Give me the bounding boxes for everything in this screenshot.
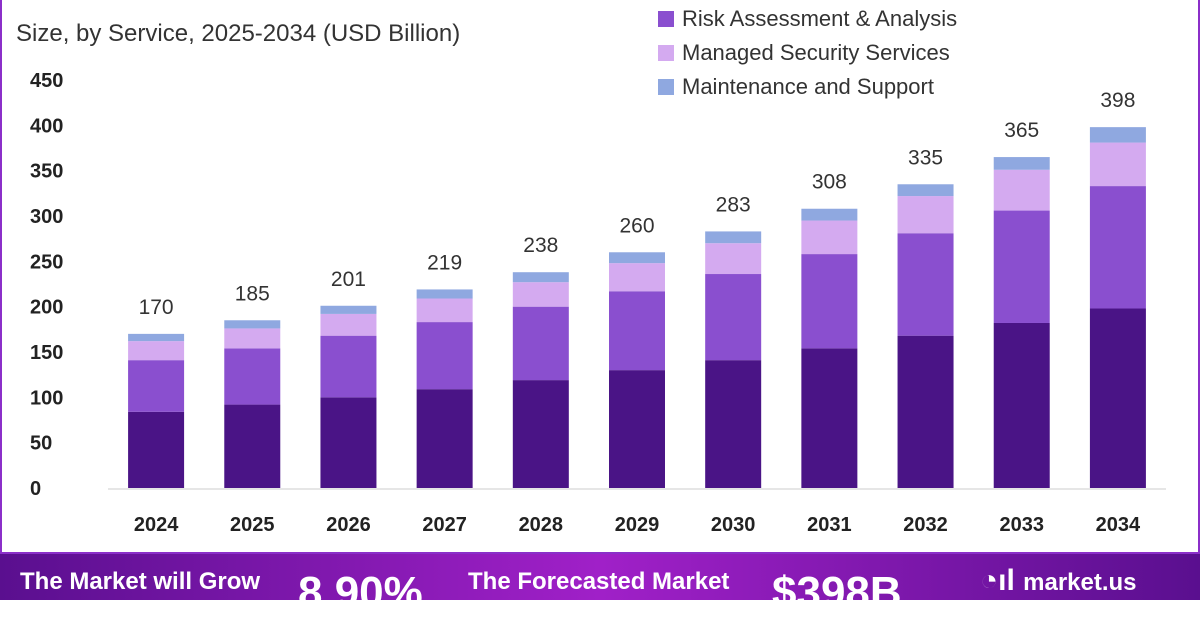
x-tick-label: 2024 [134, 514, 179, 536]
legend-swatch [658, 11, 674, 27]
bar-segment [416, 298, 473, 323]
x-tick-label: 2026 [326, 514, 371, 536]
forecast-label: The Forecasted Market [468, 568, 730, 595]
x-tick-label: 2032 [903, 514, 948, 536]
y-tick-label: 50 [30, 433, 52, 455]
bar-segment [320, 397, 377, 488]
x-tick-label: 2029 [615, 514, 660, 536]
bar-segment [801, 208, 858, 221]
bar-segment [993, 210, 1050, 323]
bar-segment [416, 322, 473, 390]
bar-segment [609, 291, 665, 371]
data-label: 260 [619, 214, 654, 237]
brand-name: market.us [1023, 569, 1137, 596]
legend-label: Maintenance and Support [682, 74, 934, 99]
bar-segment [705, 243, 762, 275]
bar-segment [512, 380, 569, 488]
bar-segment [320, 305, 377, 314]
y-tick-label: 0 [30, 478, 41, 500]
legend-swatch [658, 79, 674, 95]
x-tick-label: 2028 [519, 514, 564, 536]
bar-segment [128, 341, 185, 361]
y-tick-label: 450 [30, 70, 63, 92]
bar-segment [705, 274, 762, 361]
data-label: 238 [523, 234, 558, 257]
cagr-value: 8.90% [298, 568, 423, 617]
bar-segment [801, 220, 858, 255]
x-tick-label: 2031 [807, 514, 852, 536]
bar-segment [897, 233, 954, 336]
data-label: 283 [716, 193, 751, 216]
bar-segment [1089, 127, 1146, 143]
data-label: 335 [908, 146, 943, 169]
bar-segment [224, 320, 281, 329]
bar-segment [512, 282, 569, 307]
bar-segment [416, 289, 473, 299]
legend-item: Managed Security Services [658, 36, 957, 70]
bar-segment [609, 370, 665, 488]
bar-segment [128, 360, 185, 412]
bar-segment [897, 184, 954, 197]
bar-segment [993, 169, 1050, 211]
bar-segment [705, 231, 762, 244]
x-tick-label: 2025 [230, 514, 275, 536]
bar-segment [897, 335, 954, 488]
bar-segment [512, 306, 569, 381]
legend-item: Risk Assessment & Analysis [658, 2, 957, 36]
x-tick-label: 2030 [711, 514, 756, 536]
y-tick-label: 350 [30, 161, 63, 183]
bar-segment [224, 328, 281, 349]
footer-banner: The Market will Grow 8.90% The Forecaste… [0, 554, 1200, 617]
bar-segment [801, 254, 858, 349]
bar-chart: 0 50 100 150 200 250 300 350 400 450 170 2024 185 202… [30, 70, 1166, 536]
bar-segment [128, 411, 185, 488]
grow-label: The Market will Grow [20, 568, 261, 595]
legend-item: Maintenance and Support [658, 70, 957, 104]
bar-segment [993, 322, 1050, 488]
bar-segment [801, 348, 858, 488]
y-tick-label: 400 [30, 115, 63, 137]
bar-segment [416, 389, 473, 488]
forecast-value: $398B [772, 568, 902, 617]
data-label: 398 [1100, 89, 1135, 112]
bar-segment [512, 272, 569, 283]
data-label: 170 [139, 296, 174, 319]
bar-segment [1089, 186, 1146, 309]
legend-swatch [658, 45, 674, 61]
y-tick-label: 300 [30, 206, 63, 228]
bar-segment [609, 252, 665, 264]
brand-logo: ◔ıl market.us [980, 564, 1137, 597]
legend: Risk Assessment & Analysis Managed Secur… [658, 2, 957, 104]
bar-segment [320, 335, 377, 398]
x-tick-label: 2033 [999, 514, 1044, 536]
x-tick-label: 2034 [1096, 514, 1141, 536]
bar-segment [224, 348, 281, 405]
bar-segment [128, 333, 185, 342]
bar-segment [609, 263, 665, 292]
data-label: 308 [812, 171, 847, 194]
x-tick-label: 2027 [422, 514, 467, 536]
data-label: 365 [1004, 119, 1039, 142]
bar-segment [993, 157, 1050, 170]
chart-subtitle: Size, by Service, 2025-2034 (USD Billion… [16, 20, 461, 47]
bar-segment [1089, 142, 1146, 187]
legend-label: Managed Security Services [682, 40, 950, 65]
bar-segment [320, 313, 377, 336]
y-tick-label: 200 [30, 297, 63, 319]
y-tick-label: 100 [30, 387, 63, 409]
bar-segment [1089, 308, 1146, 488]
bar-segment [897, 196, 954, 234]
y-tick-label: 250 [30, 251, 63, 273]
data-label: 219 [427, 251, 462, 274]
legend-label: Risk Assessment & Analysis [682, 6, 958, 31]
bar-segment [705, 360, 762, 488]
data-label: 185 [235, 282, 270, 305]
bar-segment [224, 404, 281, 488]
data-label: 201 [331, 268, 366, 291]
y-tick-label: 150 [30, 342, 63, 364]
